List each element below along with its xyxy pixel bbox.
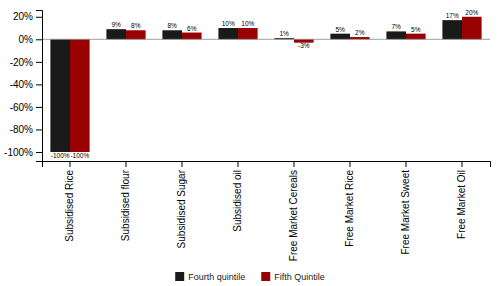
y-tick-label: -20%: [10, 57, 33, 68]
legend: Fourth quintile Fifth Quintile: [175, 272, 325, 282]
y-tick-mark: [36, 129, 42, 130]
data-label: 10%: [222, 20, 235, 27]
y-tick-mark: [36, 17, 42, 18]
x-tick-mark: [350, 161, 351, 167]
data-label: 8%: [131, 22, 141, 29]
bar: [162, 30, 182, 39]
data-label: 20%: [465, 9, 478, 16]
data-labels: -100% 9% 8% 10% 1% 5% 7% 17% -100% 8% 6% 10% -3% 2% 5%…: [51, 9, 479, 159]
bar: [406, 34, 426, 40]
x-tick: Free Market Sweet: [400, 161, 411, 254]
x-tick-label: Subsidised flour: [120, 169, 131, 241]
data-label: -3%: [298, 42, 310, 49]
data-label: 7%: [391, 23, 401, 30]
x-tick-mark: [70, 161, 71, 167]
bar: [50, 39, 70, 152]
x-tick-label: Free Market Oil: [456, 170, 467, 239]
x-tick: Free Market Oil: [456, 161, 467, 239]
legend-label: Fifth Quintile: [274, 272, 325, 282]
y-tick: -60%: [10, 102, 42, 113]
x-tick: Free Market Cereals: [288, 161, 299, 261]
data-label: -100%: [70, 152, 89, 159]
x-tick-mark: [294, 161, 295, 167]
bar-series: [70, 17, 482, 152]
chart: -100% -80% -60% -40% -20% 0% 20% Subsidised Ric…: [0, 0, 500, 286]
bar: [218, 28, 238, 39]
y-tick-label: 0%: [19, 34, 34, 45]
x-axis-line: [43, 162, 491, 168]
legend-swatch: [175, 272, 184, 281]
data-label: 2%: [355, 29, 365, 36]
x-tick-label: Subsidised Sugar: [176, 169, 187, 248]
x-tick: Free Market Rice: [344, 161, 355, 247]
x-tick-label: Free Market Sweet: [400, 170, 411, 255]
bar: [126, 30, 146, 39]
x-tick-mark: [126, 161, 127, 167]
y-tick: -100%: [4, 147, 42, 158]
y-tick-mark: [36, 84, 42, 85]
y-tick-label: 20%: [13, 11, 33, 22]
x-tick-label: Subsidised oil: [232, 170, 243, 232]
data-label: 9%: [111, 21, 121, 28]
data-label: 17%: [446, 12, 459, 19]
baseline: [42, 39, 490, 40]
x-tick: Subsidised flour: [120, 161, 131, 241]
y-tick-mark: [36, 62, 42, 63]
y-axis-line: [36, 11, 43, 162]
bar: [106, 29, 126, 39]
y-tick: -20%: [10, 57, 42, 68]
x-tick-mark: [182, 161, 183, 167]
x-axis: Subsidised Rice Subsidised flour Subsidise…: [43, 161, 491, 261]
y-tick: -40%: [10, 79, 42, 90]
y-tick-label: -60%: [10, 102, 33, 113]
legend-item: Fifth Quintile: [261, 272, 325, 282]
x-tick: Subsidised Rice: [64, 161, 75, 242]
bar-series: [50, 20, 462, 152]
y-tick-label: -40%: [10, 79, 33, 90]
legend-item: Fourth quintile: [175, 272, 245, 282]
x-tick-mark: [238, 161, 239, 167]
y-tick-mark: [36, 152, 42, 153]
x-tick-label: Free Market Cereals: [288, 170, 299, 261]
bar: [330, 34, 350, 40]
plot: -100% -80% -60% -40% -20% 0% 20% Subsidised Ric…: [4, 9, 490, 261]
x-tick-mark: [462, 161, 463, 167]
x-tick: Subsidised oil: [232, 161, 243, 232]
y-axis: -100% -80% -60% -40% -20% 0% 20%: [4, 11, 42, 162]
bar: [182, 33, 202, 40]
legend-swatch: [261, 272, 270, 281]
data-label: 5%: [335, 26, 345, 33]
data-label: -100%: [51, 152, 70, 159]
y-tick: -80%: [10, 124, 42, 135]
y-tick: 20%: [13, 11, 42, 22]
data-label: 5%: [411, 26, 421, 33]
bars: [42, 17, 490, 152]
bar: [386, 31, 406, 39]
legend-label: Fourth quintile: [188, 272, 245, 282]
bar: [442, 20, 462, 39]
data-label: 6%: [187, 25, 197, 32]
y-tick-mark: [36, 107, 42, 108]
y-tick-label: -100%: [4, 147, 33, 158]
x-tick: Subsidised Sugar: [176, 161, 187, 248]
y-tick-label: -80%: [10, 124, 33, 135]
y-tick-mark: [36, 39, 42, 40]
x-tick-label: Subsidised Rice: [64, 170, 75, 242]
bar: [462, 17, 482, 40]
x-tick-mark: [406, 161, 407, 167]
bar: [238, 28, 258, 39]
bar: [70, 39, 90, 152]
x-tick-label: Free Market Rice: [344, 170, 355, 247]
data-label: 10%: [241, 20, 254, 27]
y-tick: 0%: [19, 34, 42, 45]
data-label: 1%: [279, 30, 289, 37]
data-label: 8%: [167, 22, 177, 29]
